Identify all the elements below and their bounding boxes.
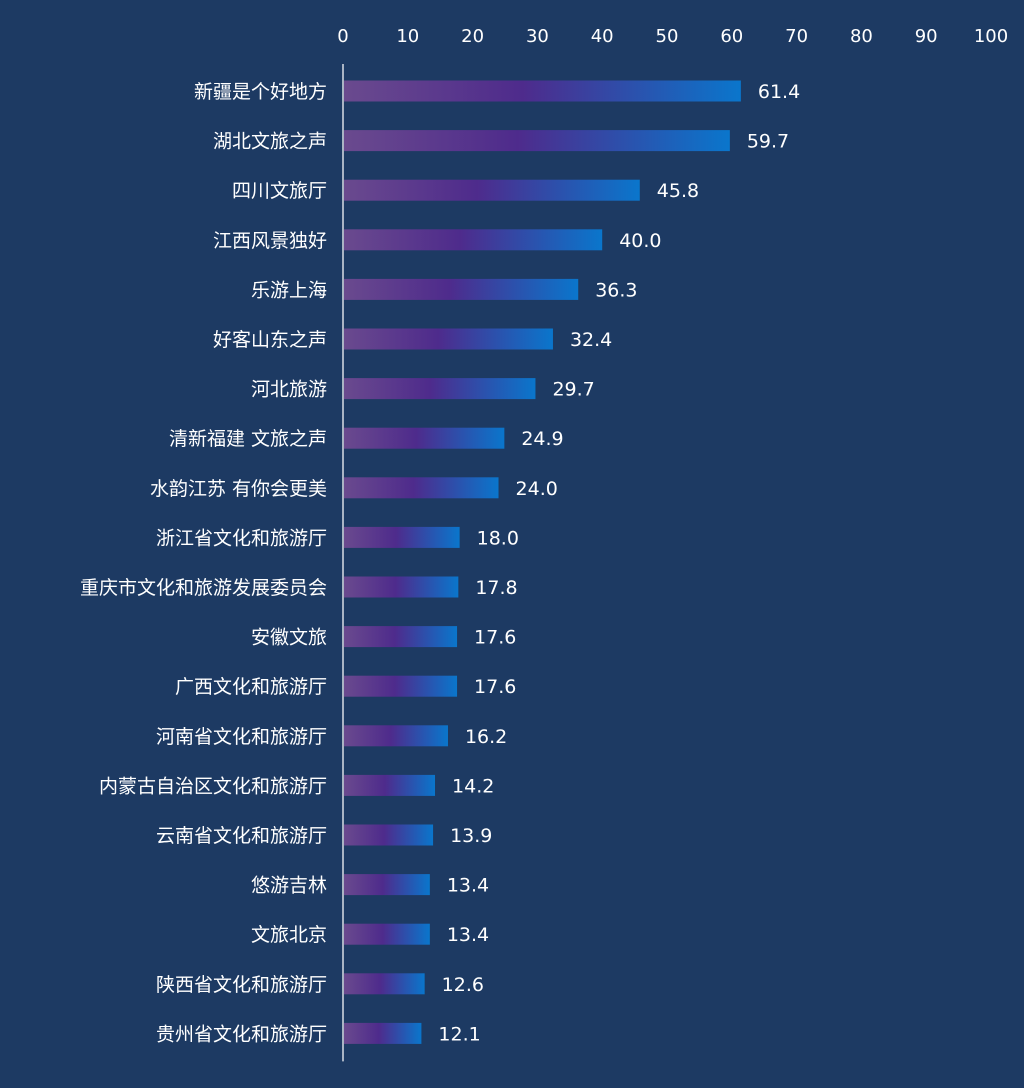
value-label: 13.9 [450,825,492,847]
x-tick-label: 40 [591,26,614,47]
bar [344,973,425,995]
value-label: 40.0 [619,230,661,252]
bar [344,427,505,449]
value-label: 12.6 [442,974,484,996]
bar [344,130,730,152]
value-label: 24.9 [521,428,563,450]
x-tick-label: 90 [915,26,938,47]
value-label: 17.8 [475,577,517,599]
value-label: 24.0 [516,478,558,500]
bar [344,477,499,499]
bar [344,675,458,697]
category-label: 文旅北京 [251,924,327,946]
category-label: 安徽文旅 [251,627,327,649]
bar [344,576,459,598]
value-label: 13.4 [447,924,489,946]
x-tick-label: 0 [337,26,348,47]
x-tick-label: 10 [396,26,419,47]
bar [344,80,741,102]
bar [344,626,458,648]
bar [344,328,553,350]
bar [344,923,430,945]
category-label: 悠游吉林 [251,875,327,897]
category-label: 广西文化和旅游厅 [175,676,327,698]
category-label: 陕西省文化和旅游厅 [156,974,327,996]
category-label: 贵州省文化和旅游厅 [156,1023,327,1045]
category-label: 河北旅游 [251,379,327,401]
bar [344,1022,422,1044]
category-labels: 新疆是个好地方湖北文旅之声四川文旅厅江西风景独好乐游上海好客山东之声河北旅游清新… [80,81,327,1045]
bar [344,526,460,548]
x-axis-ticks: 0 10 20 30 40 50 60 70 80 90 100 [337,26,1008,47]
value-label: 18.0 [477,527,519,549]
value-label: 16.2 [465,726,507,748]
bar [344,824,434,846]
x-tick-label: 100 [974,26,1008,47]
x-tick-label: 30 [526,26,549,47]
value-label: 12.1 [438,1023,480,1045]
value-label: 59.7 [747,131,789,153]
bar [344,179,640,201]
bars [344,80,741,1044]
category-label: 水韵江苏 有你会更美 [150,478,327,500]
bar [344,278,579,300]
value-label: 17.6 [474,676,516,698]
category-label: 江西风景独好 [213,230,327,252]
category-label: 河南省文化和旅游厅 [156,726,327,748]
category-label: 湖北文旅之声 [213,131,327,153]
category-label: 清新福建 文旅之声 [169,428,327,450]
x-tick-label: 70 [785,26,808,47]
x-tick-label: 80 [850,26,873,47]
value-label: 17.6 [474,627,516,649]
bar [344,378,536,400]
category-label: 重庆市文化和旅游发展委员会 [80,577,327,599]
value-label: 29.7 [552,379,594,401]
category-label: 好客山东之声 [213,329,327,351]
category-label: 乐游上海 [251,279,327,301]
category-label: 四川文旅厅 [232,180,327,202]
bar [344,229,603,251]
bar [344,874,430,896]
value-label: 61.4 [758,81,800,103]
value-label: 36.3 [595,279,637,301]
category-label: 云南省文化和旅游厅 [156,825,327,847]
bar [344,725,448,747]
value-label: 14.2 [452,775,494,797]
value-label: 32.4 [570,329,612,351]
category-label: 浙江省文化和旅游厅 [156,527,327,549]
x-tick-label: 50 [656,26,679,47]
category-label: 新疆是个好地方 [194,81,327,103]
x-tick-label: 60 [720,26,743,47]
bar [344,774,436,796]
value-label: 45.8 [657,180,699,202]
value-label: 13.4 [447,875,489,897]
category-label: 内蒙古自治区文化和旅游厅 [99,775,327,797]
x-tick-label: 20 [461,26,484,47]
value-labels: 61.4 59.7 45.8 40.0 36.3 32.4 29.7 24.9 24.0 18.0… [438,81,800,1045]
